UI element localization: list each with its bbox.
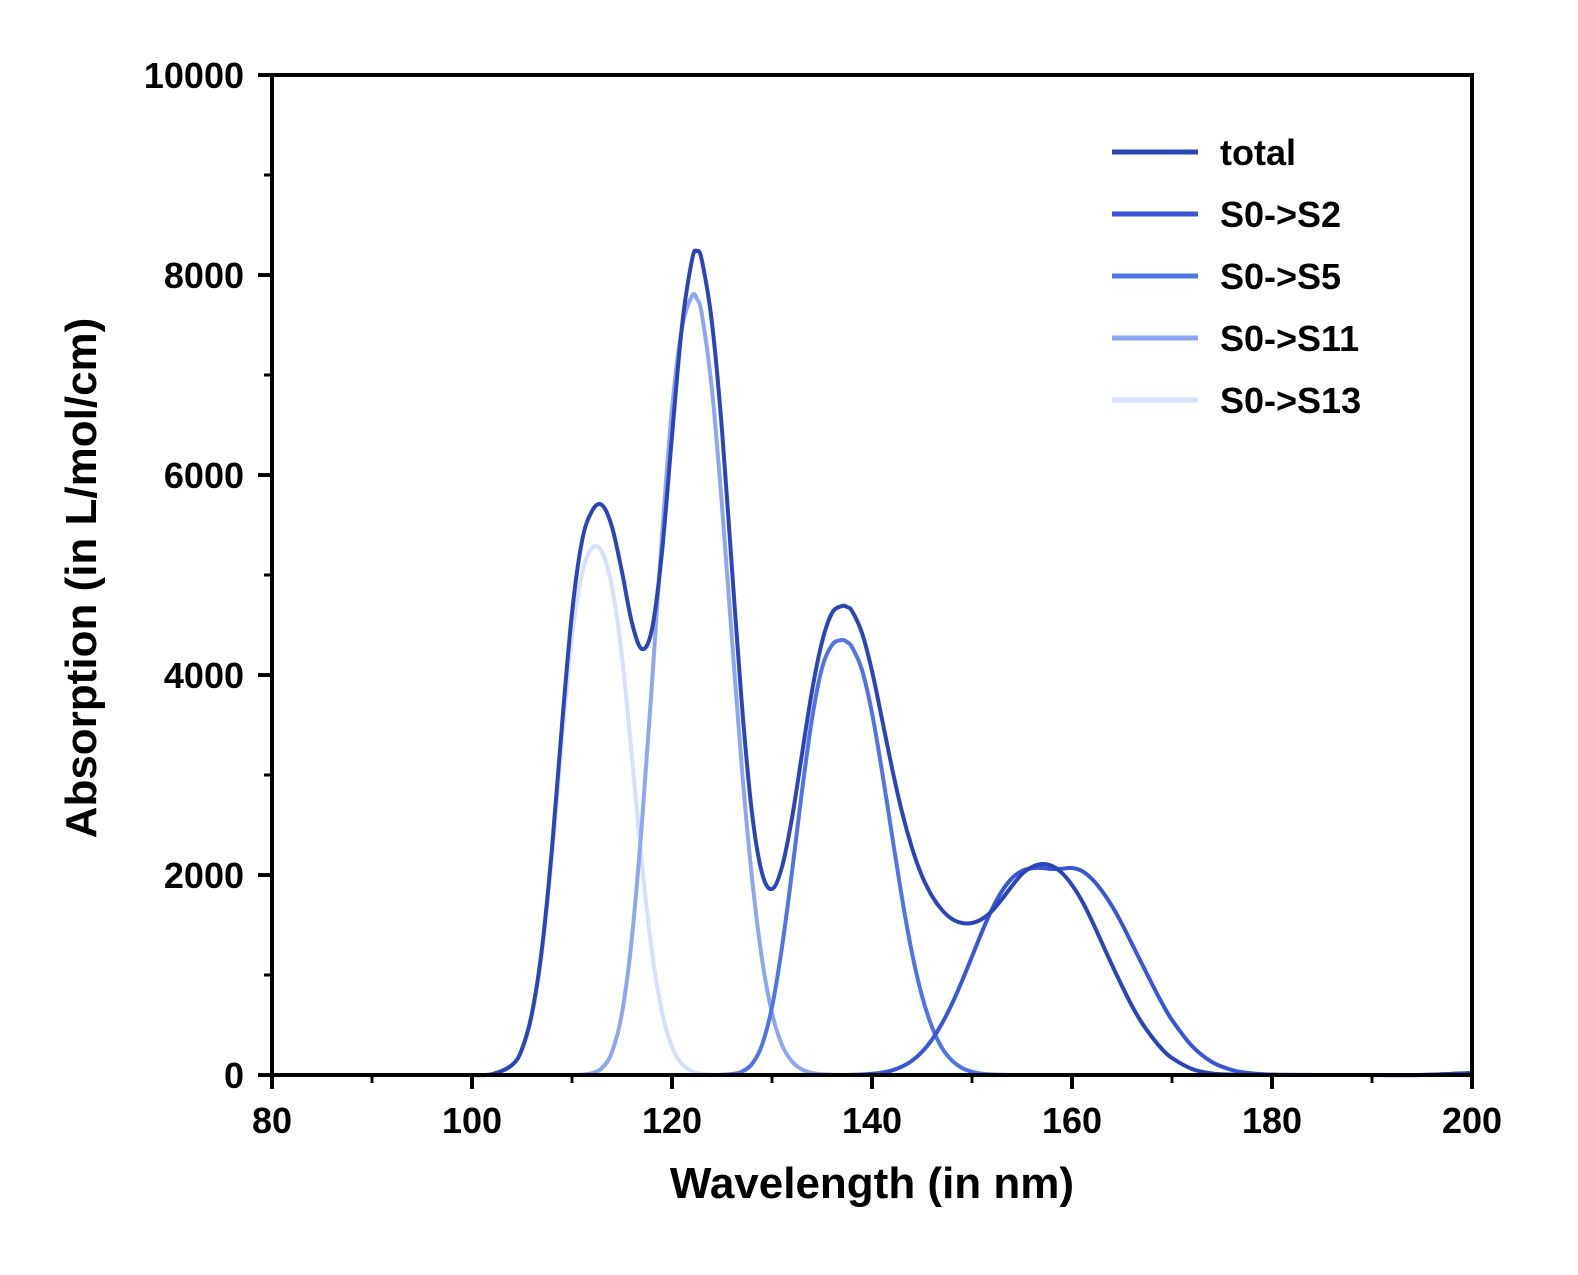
x-axis-title: Wavelength (in nm) (670, 1159, 1074, 1208)
legend: total S0->S2 S0->S5 S0->S11 S0->S13 (1112, 132, 1361, 421)
series-line-s0-s13 (471, 543, 1472, 1078)
y-tick-label: 4000 (164, 655, 244, 696)
legend-label-s0-s11: S0->S11 (1220, 318, 1359, 359)
series-line-total (471, 248, 1473, 1078)
x-tick-label: 160 (1042, 1100, 1102, 1141)
x-tick-label: 180 (1242, 1100, 1302, 1141)
legend-label-total: total (1220, 132, 1296, 173)
y-tick-label: 10000 (144, 55, 244, 96)
legend-label-s0-s2: S0->S2 (1220, 194, 1341, 235)
x-tick-label: 140 (842, 1100, 902, 1141)
axis-layer: 80 100 120 140 160 180 20002000400060008000100… (144, 55, 1502, 1141)
series-line-s0-s2 (472, 865, 1473, 1078)
legend-label-s0-s5: S0->S5 (1220, 256, 1341, 297)
y-tick-label: 2000 (164, 855, 244, 896)
x-tick-label: 80 (252, 1100, 292, 1141)
series-layer (471, 248, 1473, 1078)
y-tick-label: 0 (224, 1055, 244, 1096)
y-axis-title: Absorption (in L/mol/cm) (57, 318, 106, 839)
legend-label-s0-s13: S0->S13 (1220, 380, 1361, 421)
x-tick-label: 120 (642, 1100, 702, 1141)
y-tick-label: 6000 (164, 455, 244, 496)
x-tick-label: 100 (442, 1100, 502, 1141)
x-tick-label: 200 (1442, 1100, 1502, 1141)
y-tick-label: 8000 (164, 255, 244, 296)
